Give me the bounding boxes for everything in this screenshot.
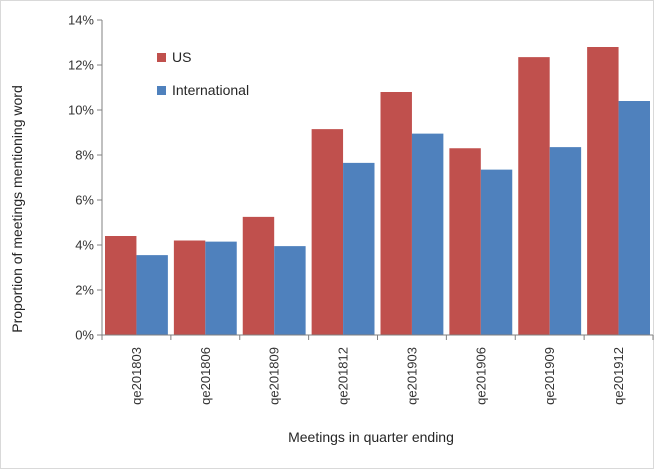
y-tick-label: 0% <box>75 328 94 343</box>
legend-swatch <box>157 86 166 95</box>
y-axis-title: Proportion of meetings mentioning word <box>9 85 25 332</box>
x-tick-label: qe201806 <box>198 347 213 405</box>
bar-international <box>205 241 237 335</box>
x-tick-label: qe201803 <box>129 347 144 405</box>
y-tick-label: 14% <box>68 13 94 28</box>
bar-us <box>311 129 344 335</box>
x-axis-title: Meetings in quarter ending <box>288 429 454 445</box>
x-tick-label: qe201903 <box>404 347 419 405</box>
legend-label: International <box>172 82 249 98</box>
bar-international <box>274 246 306 335</box>
bar-us <box>518 57 550 335</box>
x-tick-label: qe201912 <box>611 347 626 405</box>
bar-us <box>242 216 275 335</box>
bar-international <box>343 162 375 335</box>
y-tick-label: 6% <box>75 193 94 208</box>
bar-us <box>105 236 137 335</box>
y-tick-label: 2% <box>75 283 94 298</box>
x-tick-label: qe201909 <box>542 347 557 405</box>
x-tick-label: qe201812 <box>336 347 351 405</box>
bar-us <box>587 47 619 335</box>
x-tick-label: qe201906 <box>473 347 488 405</box>
x-axis-ticks: qe201803 qe201806 qe201809 qe201812 qe201903… <box>101 335 654 405</box>
y-tick-label: 8% <box>75 148 94 163</box>
bar-international <box>411 133 444 335</box>
bar-international <box>618 101 650 335</box>
y-tick-label: 10% <box>68 103 94 118</box>
legend-label: US <box>172 49 191 65</box>
bar-us <box>449 148 481 335</box>
y-axis-ticks: 0% 2% 4% 6% 8% 10% 12% 14% <box>68 13 102 343</box>
y-tick-label: 4% <box>75 238 94 253</box>
x-tick-label: qe201809 <box>267 347 282 405</box>
bar-international <box>136 255 168 335</box>
bar-us <box>380 92 412 335</box>
y-tick-label: 12% <box>68 58 94 73</box>
legend: US International <box>157 49 249 98</box>
legend-swatch <box>157 53 166 62</box>
bar-us <box>173 240 206 335</box>
bars <box>105 47 650 335</box>
bar-international <box>549 147 582 335</box>
bar-international <box>480 169 513 335</box>
